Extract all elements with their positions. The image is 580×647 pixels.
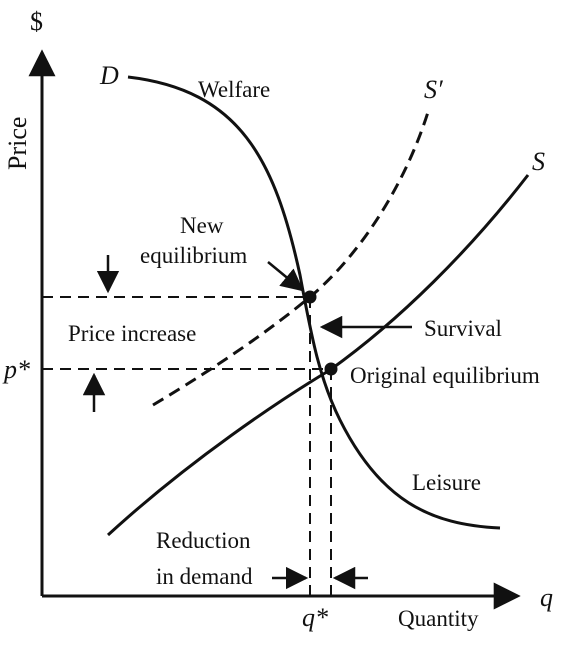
p-star-label: p* xyxy=(2,355,30,384)
shifted-supply-label: S′ xyxy=(424,75,443,104)
demand-label: D xyxy=(99,61,119,90)
reduction-label-line2: in demand xyxy=(156,564,253,589)
supply-label: S xyxy=(532,147,545,176)
new-equilibrium-pointer xyxy=(267,261,304,292)
q-star-label: q* xyxy=(302,603,328,632)
new-equilibrium-label-line2: equilibrium xyxy=(140,243,247,268)
original-equilibrium-label: Original equilibrium xyxy=(350,363,540,388)
y-axis-label: Price xyxy=(3,117,32,170)
reduction-label-line1: Reduction xyxy=(156,528,251,553)
welfare-label: Welfare xyxy=(198,77,270,102)
new-equilibrium-point xyxy=(303,290,317,304)
x-axis-label: Quantity xyxy=(398,606,479,631)
original-equilibrium-point xyxy=(324,362,338,376)
price-increase-label: Price increase xyxy=(68,321,196,346)
leisure-label: Leisure xyxy=(412,470,481,495)
new-equilibrium-label-line1: New xyxy=(180,213,224,238)
demand-curve xyxy=(127,75,501,530)
y-axis-symbol: $ xyxy=(30,7,43,36)
x-axis-symbol: q xyxy=(540,583,553,612)
survival-label: Survival xyxy=(424,316,502,341)
